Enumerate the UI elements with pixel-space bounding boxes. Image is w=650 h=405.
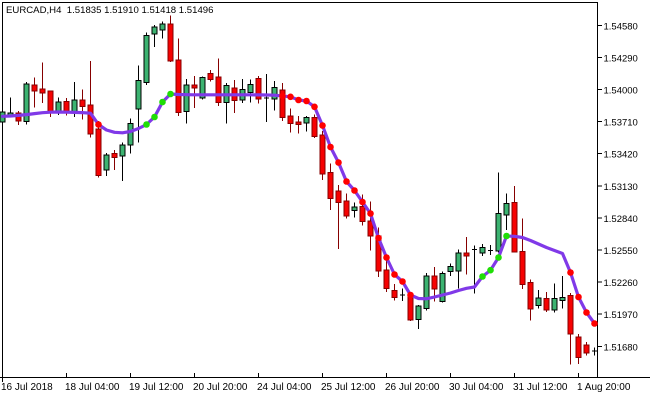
svg-text:1.54580: 1.54580 — [604, 21, 638, 32]
svg-text:16 Jul 2018: 16 Jul 2018 — [1, 382, 53, 393]
svg-text:24 Jul 04:00: 24 Jul 04:00 — [257, 382, 312, 393]
svg-text:1.51680: 1.51680 — [604, 342, 638, 353]
svg-text:1.52260: 1.52260 — [604, 278, 638, 289]
svg-text:19 Jul 12:00: 19 Jul 12:00 — [129, 382, 184, 393]
svg-text:30 Jul 04:00: 30 Jul 04:00 — [449, 382, 504, 393]
svg-text:EURCAD,H4 1.51835 1.51910 1.5: EURCAD,H4 1.51835 1.51910 1.51418 1.5149… — [6, 5, 213, 16]
svg-text:31 Jul 12:00: 31 Jul 12:00 — [513, 382, 568, 393]
svg-text:1.54000: 1.54000 — [604, 86, 638, 97]
svg-text:1.53130: 1.53130 — [604, 182, 638, 193]
svg-text:1.51970: 1.51970 — [604, 310, 638, 321]
svg-text:1.52840: 1.52840 — [604, 214, 638, 225]
svg-text:20 Jul 20:00: 20 Jul 20:00 — [193, 382, 248, 393]
svg-text:1 Aug 20:00: 1 Aug 20:00 — [577, 382, 631, 393]
svg-text:18 Jul 04:00: 18 Jul 04:00 — [65, 382, 120, 393]
svg-text:1.52550: 1.52550 — [604, 246, 638, 257]
svg-text:1.54290: 1.54290 — [604, 53, 638, 64]
svg-text:25 Jul 12:00: 25 Jul 12:00 — [321, 382, 376, 393]
svg-text:26 Jul 20:00: 26 Jul 20:00 — [385, 382, 440, 393]
svg-text:1.53420: 1.53420 — [604, 150, 638, 161]
svg-text:1.53710: 1.53710 — [604, 118, 638, 129]
